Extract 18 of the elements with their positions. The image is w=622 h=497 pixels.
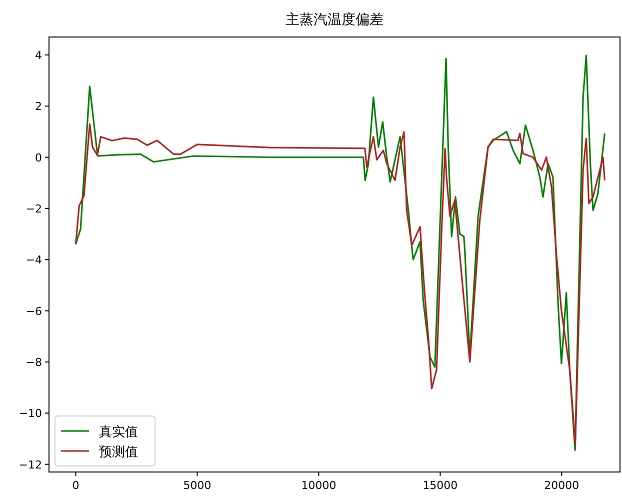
legend-label: 真实值 [99,425,138,440]
x-tick-label: 20000 [544,479,580,492]
x-tick-label: 0 [72,479,80,492]
y-tick-label: 4 [35,48,42,62]
y-tick-label: −2 [26,202,42,216]
x-tick-label: 5000 [183,479,212,492]
x-tick-label: 15000 [422,479,458,492]
x-tick-label: 10000 [301,479,336,492]
y-tick-label: −6 [26,304,42,318]
y-tick-label: −8 [26,356,42,369]
line-series [74,123,606,445]
legend-label: 预测值 [99,445,138,460]
y-tick-label: 2 [35,100,42,114]
chart-title: 主蒸汽温度偏差 [286,12,384,28]
y-tick-label: −12 [18,458,42,472]
y-tick-label: −4 [26,254,42,267]
y-tick-label: 0 [35,151,42,164]
y-tick-label: −10 [18,407,42,420]
